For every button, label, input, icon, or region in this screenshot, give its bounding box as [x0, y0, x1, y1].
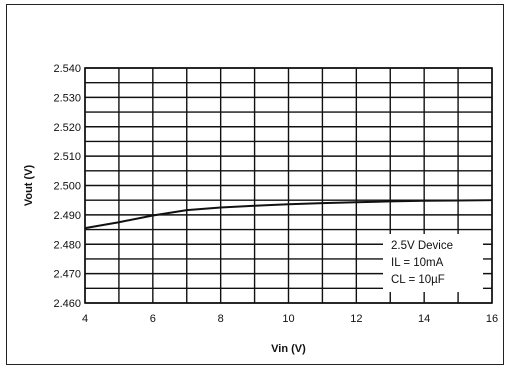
y-axis-label: Vout (V) — [23, 164, 35, 206]
plot-area — [84, 67, 493, 304]
x-tick-label: 10 — [282, 313, 294, 325]
x-tick-label: 12 — [350, 313, 362, 325]
annotation-box: 2.5V Device IL = 10mA CL = 10µF — [383, 234, 483, 292]
y-tick-label: 2.470 — [53, 269, 81, 281]
y-tick-label: 2.520 — [53, 122, 81, 134]
annotation-line: IL = 10mA — [391, 257, 444, 269]
annotation-line: CL = 10µF — [391, 274, 445, 286]
y-axis: 2.460 2.470 2.480 2.490 2.500 2.510 2.520 2.530… — [53, 63, 81, 310]
x-axis: 4 6 8 10 12 14 16 — [82, 313, 498, 325]
y-tick-label: 2.480 — [53, 239, 81, 251]
annotation-line: 2.5V Device — [391, 240, 453, 252]
y-tick-label: 2.460 — [53, 298, 81, 310]
y-tick-label: 2.510 — [53, 151, 81, 163]
y-tick-label: 2.530 — [53, 92, 81, 104]
x-tick-label: 14 — [418, 313, 430, 325]
y-tick-label: 2.540 — [53, 63, 81, 75]
y-tick-label: 2.490 — [53, 210, 81, 222]
y-tick-label: 2.500 — [53, 181, 81, 193]
x-tick-label: 6 — [150, 313, 156, 325]
x-tick-label: 16 — [486, 313, 498, 325]
x-tick-label: 8 — [218, 313, 224, 325]
x-tick-label: 4 — [82, 313, 88, 325]
x-axis-label: Vin (V) — [271, 343, 306, 355]
series-line — [84, 199, 493, 230]
